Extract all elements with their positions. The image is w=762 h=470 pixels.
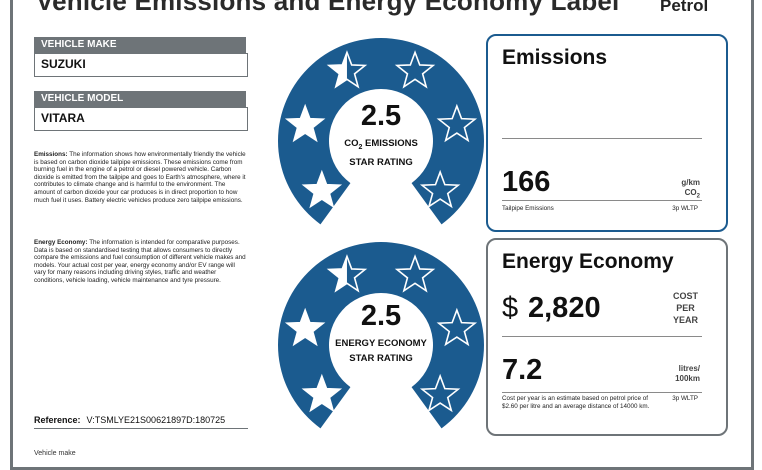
emissions-divider [502,138,702,139]
star-outline-icon [419,169,461,209]
economy-cost-label: COST PER YEAR [673,290,698,326]
star-outline-icon [419,373,461,413]
vehicle-make-label: VEHICLE MAKE [34,37,246,53]
emissions-note-right: 3p WLTP [672,205,698,212]
star-filled-icon [303,172,340,207]
emissions-panel-title: Emissions [502,46,608,69]
emissions-rating-sub: 2 [358,143,363,151]
page-title: Vehicle Emissions and Energy Economy Lab… [36,0,620,16]
footer-text: Vehicle make [34,450,76,457]
star-filled-icon [287,310,324,345]
cost-label-1: COST [672,291,698,301]
economy-note-left: Cost per year is an estimate based on pe… [502,395,650,410]
economy-divider [502,336,702,337]
economy-cost-symbol: $ [502,292,519,324]
badge-center [331,91,431,191]
economy-divider-2 [502,392,702,393]
economy-star-badge: 2.5 ENERGY ECONOMY STAR RATING [268,238,494,452]
vehicle-make-field: SUZUKI [34,53,248,77]
emissions-rating-co: CO [344,138,359,149]
star-outline-icon [436,103,478,143]
economy-star-ring [278,242,484,429]
emissions-rating-number: 2.5 [360,100,402,132]
star-outline-icon [394,254,436,293]
emissions-unit-sub: 2 [696,193,700,200]
emissions-note-left: Tailpipe Emissions [502,205,554,212]
star-outline-icon [436,307,478,347]
emissions-star-badge: 2.5 CO2 EMISSIONS STAR RATING [268,34,494,248]
economy-panel-title: Energy Economy [502,250,674,273]
star-ring-band [278,38,484,225]
economy-explanation-heading: Energy Economy: [34,239,88,246]
emissions-unit-line1: g/km [681,178,700,187]
emissions-star-ring [278,38,484,225]
emissions-explanation-heading: Emissions: [34,151,68,158]
emissions-value: 166 [502,166,551,198]
emissions-explanation-text: The information shows how environmentall… [34,151,246,204]
emissions-unit: g/km CO2 [681,178,700,202]
economy-explanation: Energy Economy: The information is inten… [34,239,246,285]
emissions-panel: Emissions 166 g/km CO2 Tailpipe Emission… [486,34,728,232]
star-filled-icon [328,256,347,291]
economy-panel: Energy Economy $ 2,820 COST PER YEAR 7.2… [486,238,728,436]
emissions-rating-label: CO2 EMISSIONS STAR RATING [268,136,494,170]
economy-explanation-text: The information is intended for comparat… [34,239,246,284]
star-filled-icon [287,106,324,141]
consumption-unit-2: 100km [675,374,700,383]
emissions-rating-line2: STAR RATING [349,156,413,168]
cost-label-3: YEAR [672,315,698,325]
economy-cost-value: 2,820 [528,292,601,324]
reference-label: Reference: [34,415,81,425]
consumption-unit-1: litres/ [678,364,700,373]
cost-label-2: PER [676,303,695,313]
fuel-type: Petrol [660,0,709,15]
emissions-divider-2 [502,200,702,201]
star-ring-band [278,242,484,429]
vehicle-model-field: VITARA [34,107,248,131]
emissions-explanation: Emissions: The information shows how env… [34,151,246,204]
reference: Reference: V:TSMLYE21S00621897D:180725 [34,412,248,429]
star-filled-icon [328,52,347,87]
economy-rating-number: 2.5 [360,300,402,332]
economy-rating-line1: ENERGY ECONOMY [335,338,427,349]
emissions-rating-suffix: EMISSIONS [362,138,418,149]
economy-consumption-unit: litres/ 100km [675,364,700,384]
reference-value: V:TSMLYE21S00621897D:180725 [86,415,226,425]
economy-rating-label: ENERGY ECONOMY STAR RATING [268,336,494,366]
badge-center [331,295,431,395]
star-filled-icon [303,376,340,411]
star-outline-icon [394,50,436,89]
emissions-unit-co: CO [684,188,697,197]
economy-note-right: 3p WLTP [672,395,698,402]
star-outline-icon [326,50,368,89]
economy-consumption: 7.2 [502,354,543,386]
economy-rating-line2: STAR RATING [349,353,413,364]
vehicle-model-label: VEHICLE MODEL [34,91,246,107]
